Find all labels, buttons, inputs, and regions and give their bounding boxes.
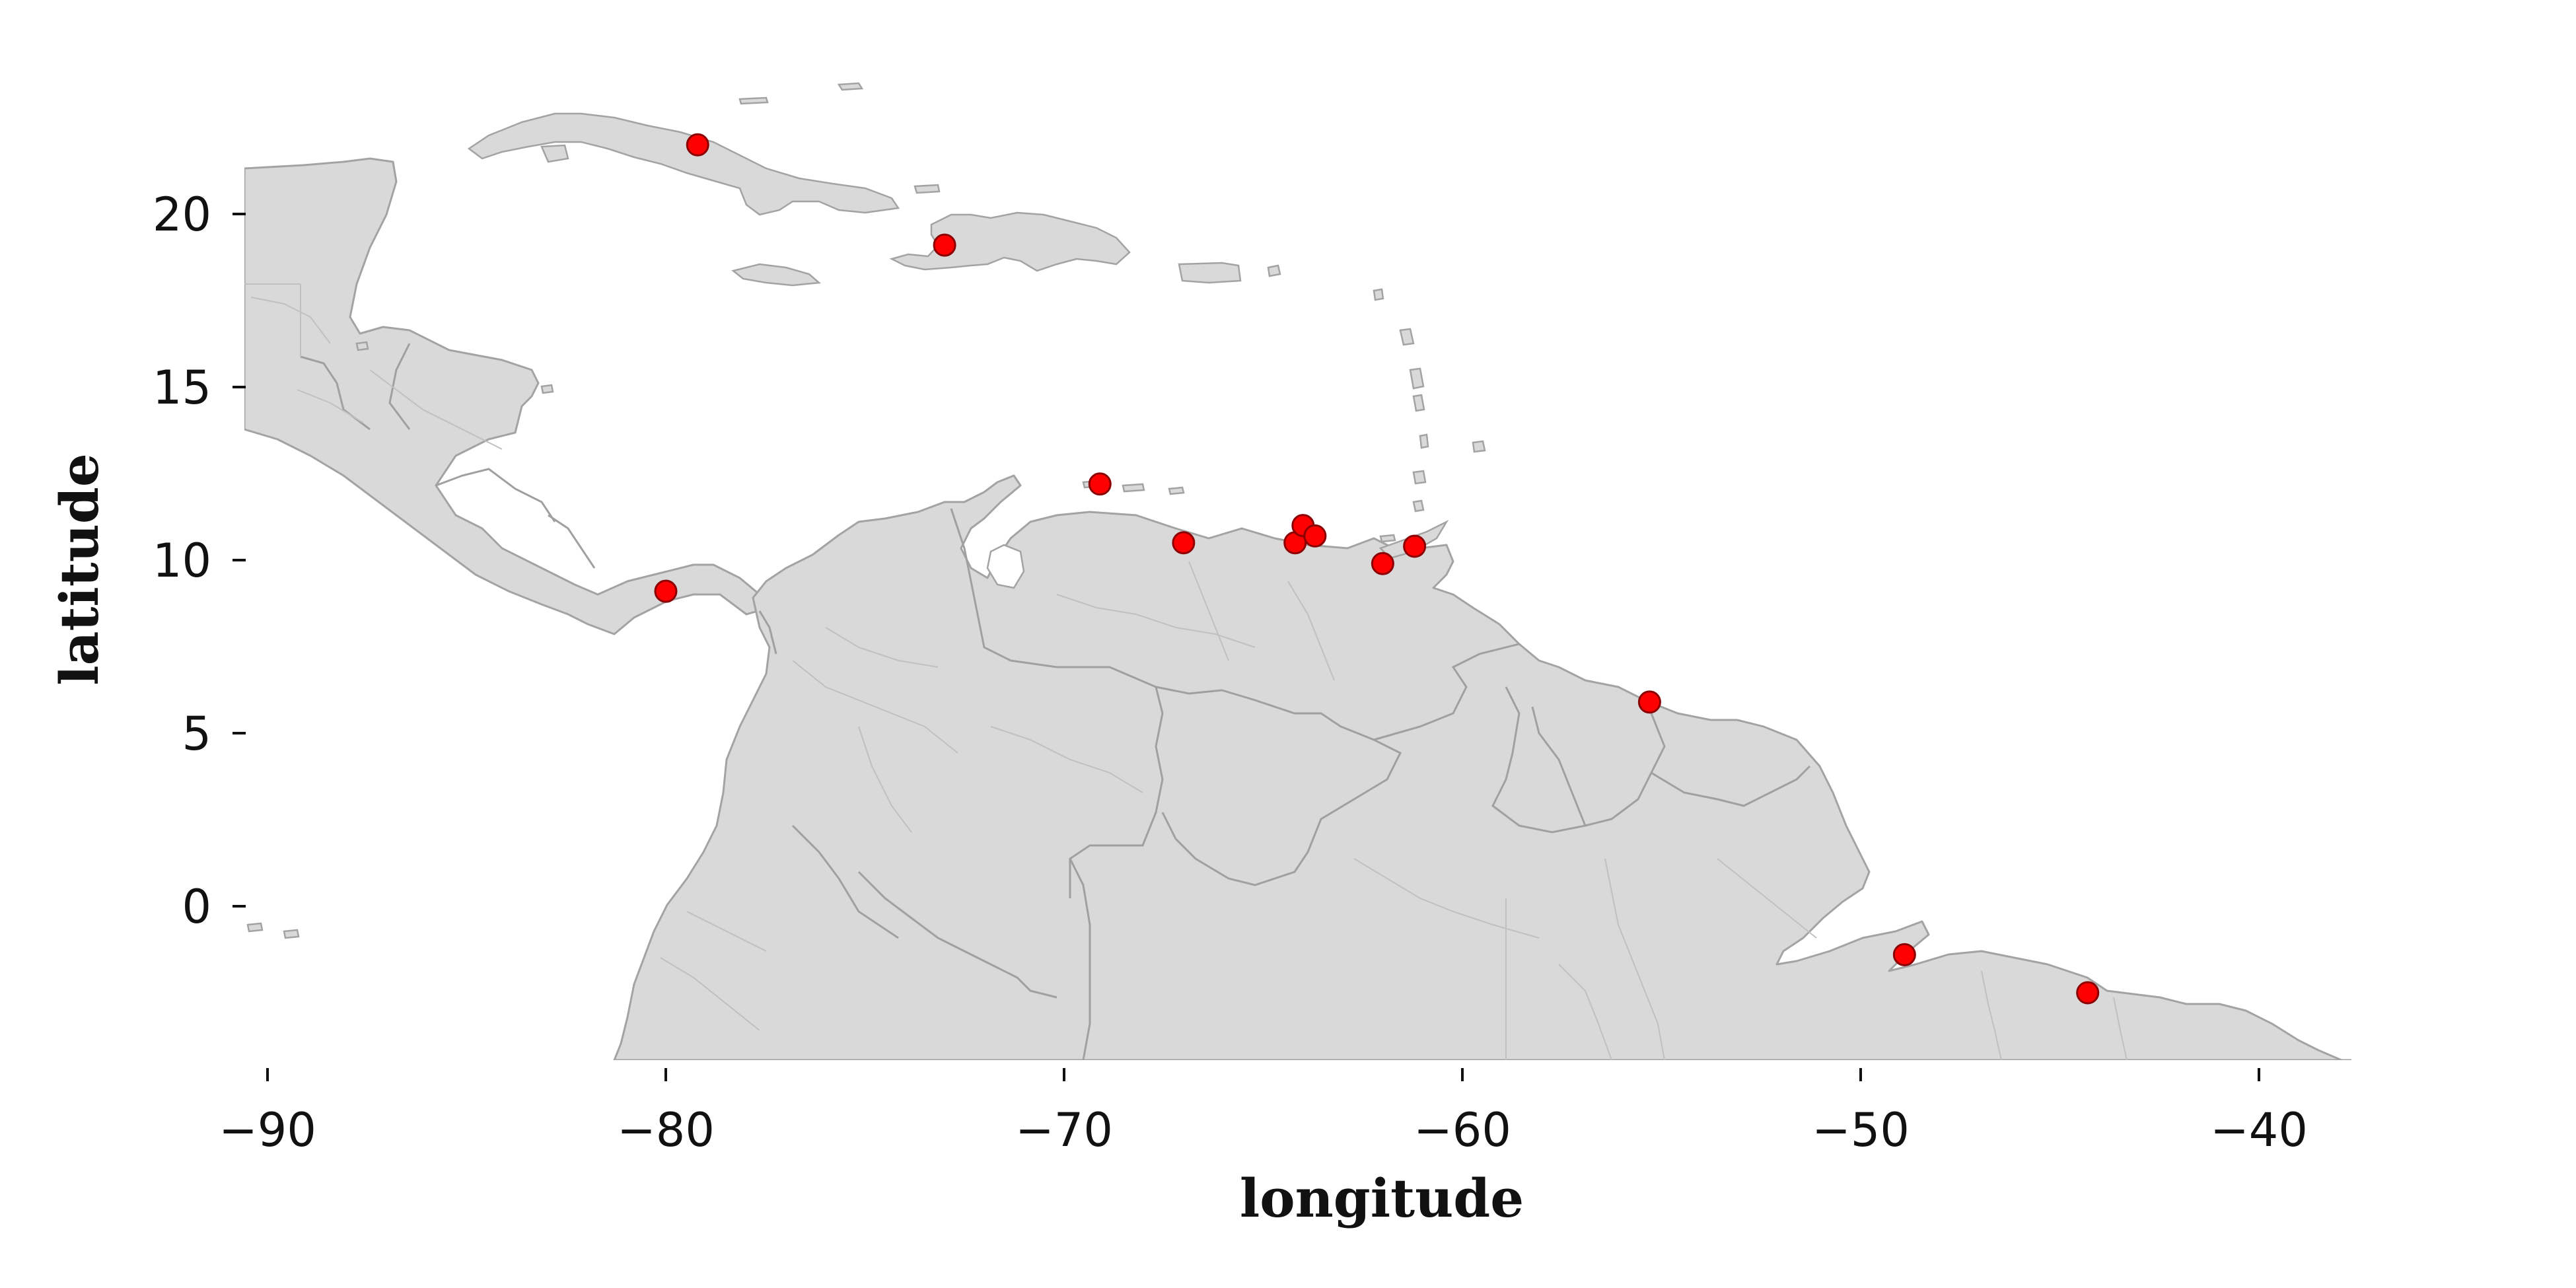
central-america-landmass <box>244 157 771 635</box>
south-america-landmass <box>613 474 2351 1060</box>
y-tick-label: 0 <box>182 880 211 934</box>
lake-maracaibo <box>986 544 1025 589</box>
x-tick-label: −90 <box>219 1103 316 1157</box>
data-point-marker <box>1637 690 1661 714</box>
y-tick-label: 10 <box>153 534 211 588</box>
cuba <box>467 112 900 216</box>
data-point-marker <box>686 133 709 157</box>
data-point-marker <box>1371 552 1394 575</box>
y-tick-label: 20 <box>153 188 211 242</box>
y-tick-label: 5 <box>182 707 211 761</box>
data-point-marker <box>933 233 956 257</box>
data-point-marker <box>1892 943 1916 966</box>
x-tick-label: −50 <box>1812 1103 1910 1157</box>
state-borders <box>244 283 2128 1060</box>
data-point-marker <box>1172 531 1196 555</box>
data-point-marker <box>1303 524 1327 548</box>
country-borders <box>300 343 1811 1060</box>
jamaica <box>731 263 822 287</box>
hispaniola <box>889 211 1131 272</box>
x-tick-label: −40 <box>2210 1103 2308 1157</box>
data-point-marker <box>1088 472 1112 496</box>
y-axis-label: latitude <box>48 453 110 686</box>
data-point-marker <box>2076 981 2100 1005</box>
x-tick-label: −70 <box>1015 1103 1113 1157</box>
x-axis: −90 −80 −70 −60 −50 −40 <box>219 1068 2308 1157</box>
data-point-marker <box>1403 534 1427 558</box>
puerto-rico <box>1178 262 1242 284</box>
x-axis-label: longitude <box>1240 1167 1524 1229</box>
data-point-marker <box>654 579 678 603</box>
data-points <box>654 133 2100 1005</box>
isla-juventud <box>540 144 569 163</box>
y-axis: 0 5 10 15 20 <box>153 188 246 934</box>
basemap <box>244 82 2351 1060</box>
y-tick-label: 15 <box>153 361 211 415</box>
x-tick-label: −60 <box>1413 1103 1511 1157</box>
x-tick-label: −80 <box>617 1103 715 1157</box>
